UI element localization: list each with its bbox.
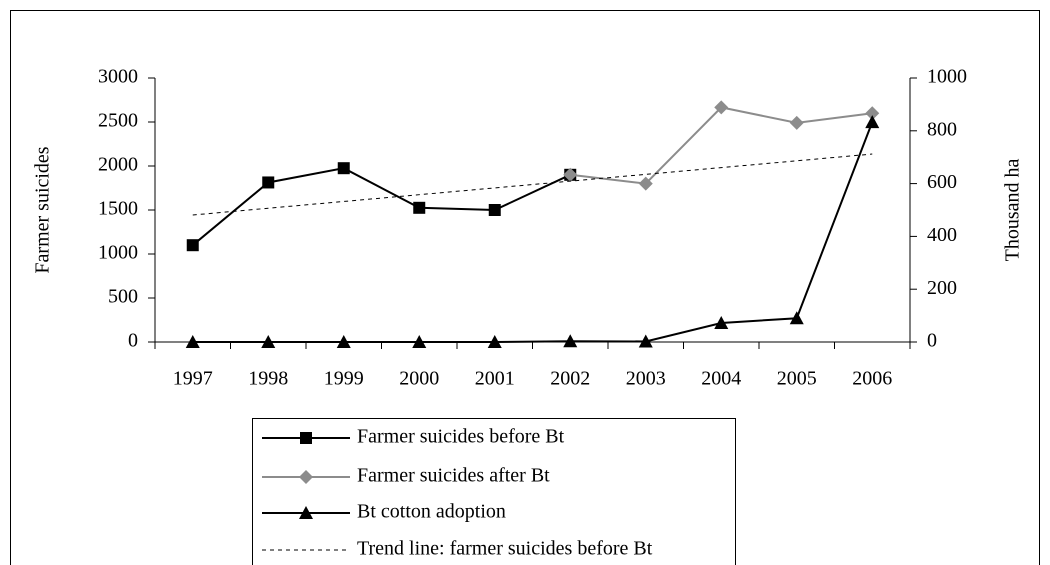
series-line bbox=[570, 106, 873, 185]
marker bbox=[487, 335, 502, 348]
marker bbox=[865, 115, 880, 129]
y-tick-label: 1500 bbox=[98, 198, 138, 220]
marker bbox=[185, 335, 200, 348]
trend-line bbox=[192, 153, 873, 216]
legend-label: Farmer suicides after Bt bbox=[357, 465, 550, 487]
x-tick-label: 1999 bbox=[324, 368, 364, 390]
series-line bbox=[192, 121, 874, 343]
marker bbox=[714, 100, 729, 115]
legend-label: Trend line: farmer suicides before Bt bbox=[357, 538, 653, 560]
marker bbox=[865, 106, 880, 121]
x-tick-label: 2004 bbox=[701, 368, 741, 390]
marker bbox=[413, 201, 426, 214]
x-tick-label: 2000 bbox=[399, 368, 439, 390]
marker bbox=[337, 162, 350, 175]
y2-tick-label: 0 bbox=[927, 330, 937, 352]
legend-marker bbox=[299, 506, 313, 519]
marker bbox=[638, 176, 653, 191]
y-tick-label: 0 bbox=[128, 330, 138, 352]
marker bbox=[714, 315, 729, 329]
y-tick-label: 1000 bbox=[98, 242, 138, 264]
marker bbox=[789, 115, 804, 130]
x-tick-label: 1998 bbox=[248, 368, 288, 390]
x-tick-label: 2006 bbox=[852, 368, 892, 390]
legend-marker bbox=[300, 432, 312, 444]
marker bbox=[412, 335, 427, 348]
x-tick-label: 2002 bbox=[550, 368, 590, 390]
legend-label: Bt cotton adoption bbox=[357, 501, 506, 523]
marker bbox=[336, 335, 351, 348]
y-tick-label: 3000 bbox=[98, 66, 138, 88]
chart-border bbox=[10, 10, 1040, 565]
y2-axis-label: Thousand ha bbox=[1002, 159, 1024, 262]
legend-marker bbox=[299, 470, 313, 484]
x-tick-label: 2001 bbox=[475, 368, 515, 390]
marker bbox=[789, 311, 804, 325]
y-axis-label: Farmer suicides bbox=[32, 146, 54, 273]
y2-tick-label: 800 bbox=[927, 118, 957, 140]
marker bbox=[563, 334, 578, 348]
marker bbox=[563, 167, 578, 182]
marker bbox=[262, 176, 275, 189]
marker bbox=[261, 335, 276, 348]
y-tick-label: 2000 bbox=[98, 154, 138, 176]
marker bbox=[638, 334, 653, 348]
legend-label: Farmer suicides before Bt bbox=[357, 426, 565, 448]
x-tick-label: 2005 bbox=[777, 368, 817, 390]
x-tick-label: 1997 bbox=[173, 368, 213, 390]
legend-box bbox=[252, 418, 736, 565]
y-tick-label: 2500 bbox=[98, 110, 138, 132]
y2-tick-label: 600 bbox=[927, 171, 957, 193]
x-tick-label: 2003 bbox=[626, 368, 666, 390]
y2-tick-label: 400 bbox=[927, 224, 957, 246]
y2-tick-label: 1000 bbox=[927, 66, 967, 88]
marker bbox=[488, 204, 501, 216]
y-tick-label: 500 bbox=[108, 286, 138, 308]
y2-tick-label: 200 bbox=[927, 277, 957, 299]
marker bbox=[186, 239, 199, 252]
series-line bbox=[192, 167, 571, 246]
